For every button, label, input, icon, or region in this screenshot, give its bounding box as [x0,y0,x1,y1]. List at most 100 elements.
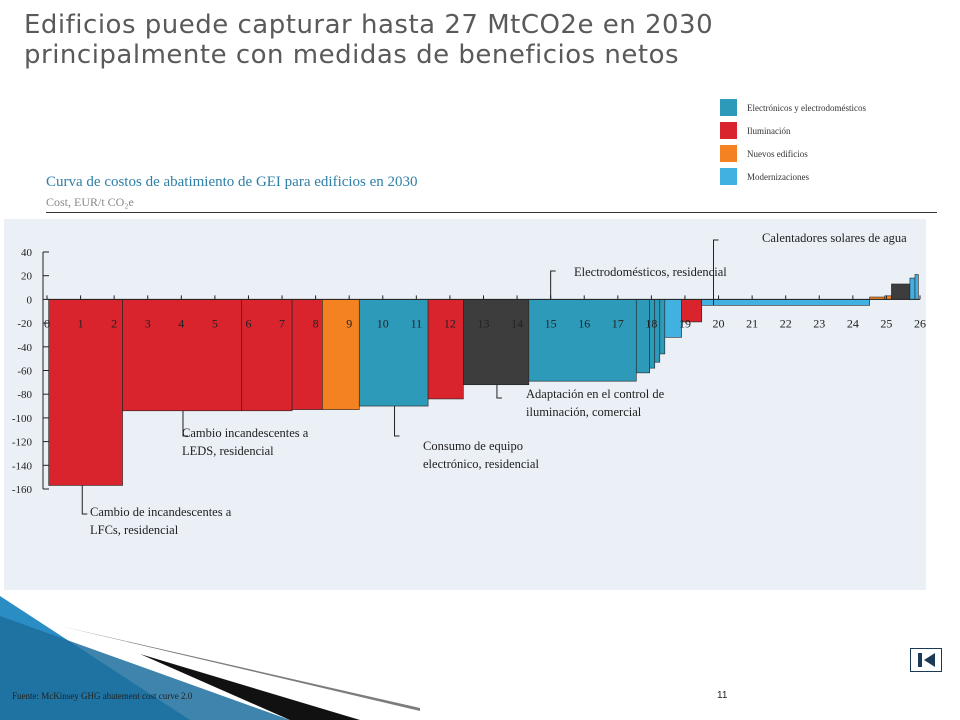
chart-bar [914,274,919,300]
chart-title: Curva de costos de abatimiento de GEI pa… [46,174,418,190]
back-to-start-button[interactable] [910,648,942,672]
legend-swatch-nuevos-edificios [720,145,737,162]
x-tick-label: 16 [578,316,590,330]
annotation: Cambio incandescentes a LEDS, residencial [182,410,309,458]
y-tick-label: 20 [21,271,33,283]
x-tick-label: 7 [279,316,285,330]
legend-item-nuevos-edificios: Nuevos edificios [720,142,955,165]
annotation-leader [550,270,556,300]
y-tick-label: -120 [12,437,33,449]
x-tick-label: 12 [444,316,456,330]
annotation: Cambio de incandescentes a LFCs, residenc… [81,485,232,537]
chart-bar [291,299,323,410]
legend-swatch-modernizaciones [720,168,737,185]
x-tick-label: 25 [880,316,892,330]
x-tick-label: 4 [178,316,184,330]
legend-label-iluminacion: Iluminación [747,125,791,136]
annotation: Consumo de equipo electrónico, residencia… [394,406,539,471]
annotation-text: Cambio incandescentes a [182,426,309,440]
chart-bar [241,299,293,412]
annotation-text: LFCs, residencial [90,523,179,537]
legend-item-iluminacion: Iluminación [720,119,955,142]
chart-bar [427,299,464,400]
legend-label-electronicos: Electrónicos y electrodomésticos [747,102,866,113]
x-tick-label: 19 [679,316,691,330]
x-tick-label: 8 [313,316,319,330]
x-tick-label: 5 [212,316,218,330]
annotation-text: Adaptación en el control de [526,387,665,401]
y-tick-label: -80 [17,389,32,401]
skip-back-icon [917,653,922,667]
y-tick-label: -140 [12,460,33,472]
x-tick-label: 9 [346,316,352,330]
legend-item-modernizaciones: Modernizaciones [720,165,955,188]
chart-bar [891,283,911,300]
y-tick-label: -100 [12,413,33,425]
annotation-leader [713,239,719,306]
legend-label-nuevos-edificios: Nuevos edificios [747,148,808,159]
x-tick-label: 13 [478,316,490,330]
chart-bar [358,299,429,407]
legend-item-electronicos: Electrónicos y electrodomésticos [720,96,955,119]
annotation-text: Consumo de equipo [423,439,523,453]
chart-bar [122,299,243,412]
chart-bar [654,299,661,363]
x-tick-label: 10 [377,316,389,330]
annotation-leader [182,410,188,437]
y-tick-label: -160 [12,484,33,496]
annotation: Electrodomésticos, residencial [550,265,727,300]
x-tick-label: 1 [78,316,84,330]
annotation-leader [81,485,88,515]
annotation-text: Electrodomésticos, residencial [574,265,727,279]
footer-decoration [0,596,420,720]
x-tick-label: 18 [645,316,657,330]
chart-y-axis-label: Cost, EUR/t CO₂e [46,195,134,209]
x-tick-label: 20 [713,316,725,330]
chart-bar [884,295,892,300]
chart-bar [322,299,360,410]
legend-label-modernizaciones: Modernizaciones [747,171,809,182]
y-tick-label: -20 [17,318,32,330]
annotation-text: Calentadores solares de agua [762,231,907,245]
chart-bar [463,299,530,386]
source-note: Fuente: McKinsey GHG abatement cost curv… [12,691,193,701]
annotation-text: LEDS, residencial [182,444,274,458]
slide-title: Edificios puede capturar hasta 27 MtCO2e… [24,10,714,70]
chart-legend: Electrónicos y electrodomésticos Ilumina… [720,96,955,188]
annotation: Calentadores solares de agua [713,231,907,306]
y-tick-label: -40 [17,342,32,354]
y-axis: 40 20 0 -20 -40 -60 -80 -100 -120 -140 -160 [12,247,49,496]
annotation-leader [394,406,400,437]
annotation-leader [496,384,502,399]
x-tick-label: 3 [145,316,151,330]
chart-title-rule [46,212,937,213]
x-tick-label: 0 [44,316,50,330]
page-number: 11 [717,690,728,701]
x-tick-label: 24 [847,316,859,330]
annotation-text: electrónico, residencial [423,457,539,471]
annotation-text: Cambio de incandescentes a [90,505,232,519]
y-tick-label: 0 [27,294,33,306]
x-tick-label: 11 [411,316,423,330]
chart-bar [635,299,651,374]
chart-bars [48,274,919,486]
chart-bar [701,299,870,306]
x-tick-label: 21 [746,316,758,330]
x-tick-label: 17 [612,316,624,330]
x-tick-label: 26 [914,316,926,330]
x-tick-label: 15 [545,316,557,330]
chart-annotations: Cambio de incandescentes a LFCs, residenc… [81,231,907,537]
x-tick-label: 6 [245,316,251,330]
legend-swatch-iluminacion [720,122,737,139]
x-tick-label: 23 [813,316,825,330]
annotation-text: iluminación, comercial [526,405,642,419]
skip-back-arrow-icon [923,653,935,667]
chart-bar [649,299,656,369]
x-tick-label: 2 [111,316,117,330]
chart-bar [528,299,637,382]
y-tick-label: 40 [21,247,33,259]
chart-bar [659,299,666,355]
chart-bar [909,277,916,300]
y-tick-label: -60 [17,366,32,378]
